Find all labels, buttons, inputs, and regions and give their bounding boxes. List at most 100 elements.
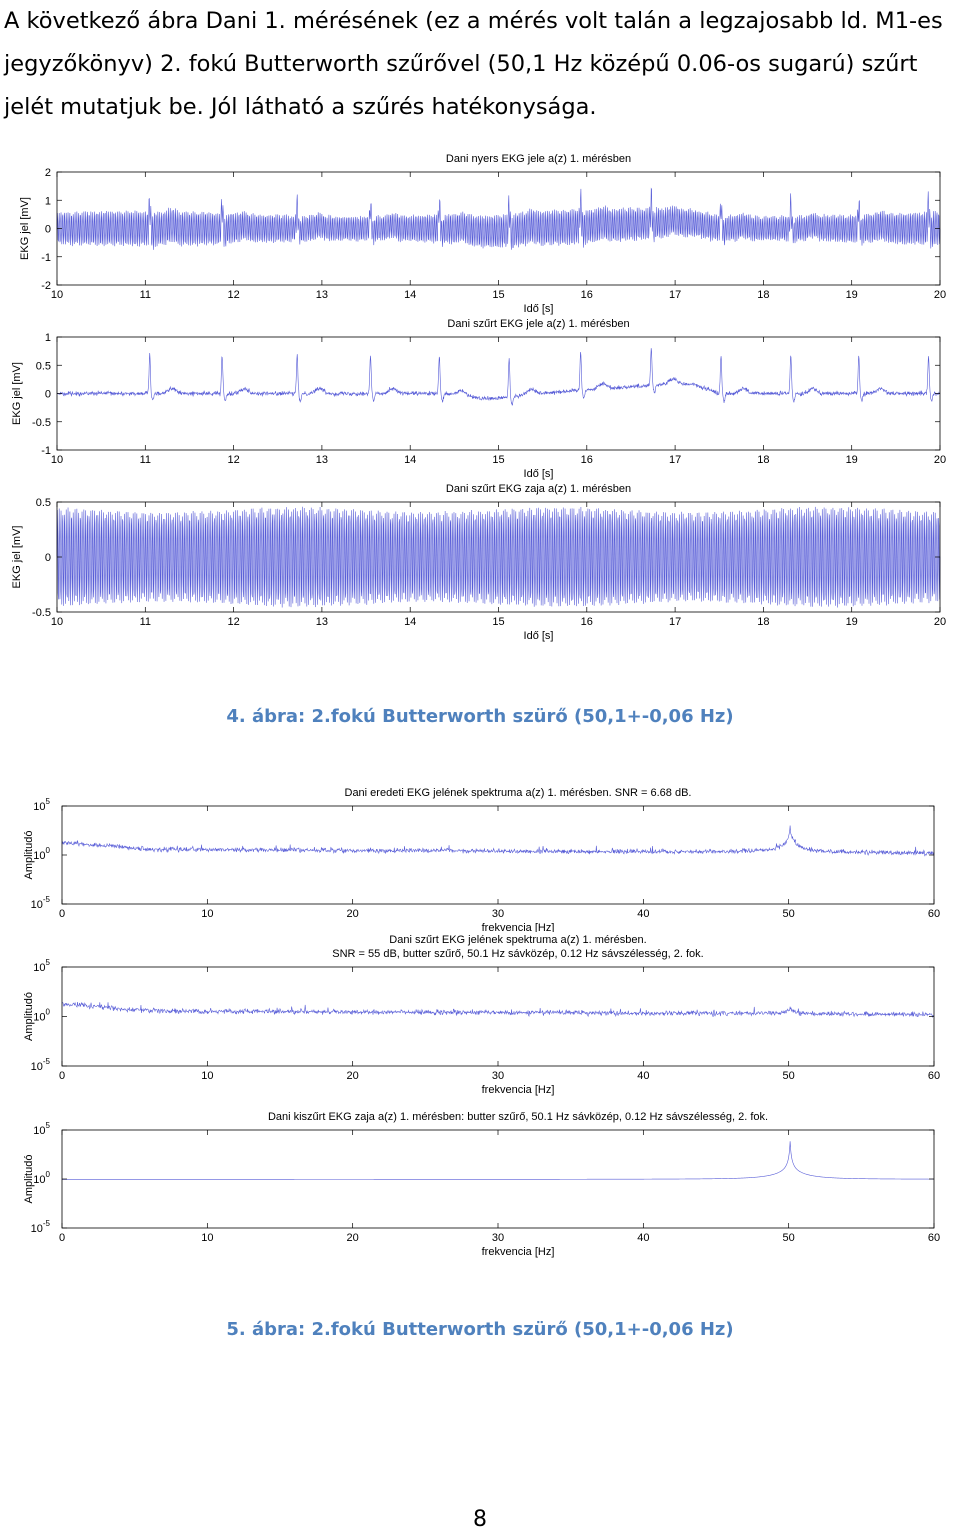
- x-tick-label: 10: [51, 454, 63, 466]
- x-tick-label: 50: [783, 1232, 795, 1244]
- y-tick-label: 0: [45, 389, 51, 401]
- x-tick-label: 10: [51, 289, 63, 301]
- x-tick-label: 11: [140, 616, 151, 628]
- x-tick-label: 60: [928, 1232, 940, 1244]
- noise-spectrum-chart: 0 10 20 30 40 50 60 105 100 10-5 Dani kiszűrt EKG …: [23, 1111, 940, 1258]
- chart-title: Dani szűrt EKG jelének spektruma a(z) 1.…: [389, 934, 646, 946]
- y-axis-label: Amplitudó: [23, 1155, 35, 1204]
- x-tick-label: 50: [783, 908, 795, 920]
- y-tick-label: 100: [33, 846, 50, 862]
- x-tick-label: 20: [934, 616, 946, 628]
- x-tick-label: 60: [928, 1070, 940, 1082]
- x-tick-label: 13: [316, 289, 328, 301]
- x-tick-label: 18: [757, 616, 769, 628]
- x-tick-label: 14: [404, 289, 416, 301]
- x-axis-label: frekvencia [Hz]: [482, 922, 555, 932]
- x-tick-label: 10: [201, 1232, 213, 1244]
- x-tick-label: 19: [846, 289, 858, 301]
- chart-title: Dani kiszűrt EKG zaja a(z) 1. mérésben: …: [268, 1111, 768, 1123]
- x-axis-label: frekvencia [Hz]: [482, 1084, 555, 1096]
- x-tick-label: 17: [669, 289, 681, 301]
- page-number: 8: [473, 1507, 487, 1532]
- x-tick-label: 11: [140, 289, 151, 301]
- y-tick-label: 0.5: [36, 360, 51, 372]
- y-axis-label: Amplitudó: [23, 831, 35, 880]
- x-tick-label: 12: [227, 289, 239, 301]
- plot-frame: [61, 805, 935, 905]
- x-tick-label: 20: [934, 289, 946, 301]
- y-tick-label: 0: [45, 224, 51, 236]
- x-tick-label: 20: [347, 1232, 359, 1244]
- x-tick-label: 40: [637, 1232, 649, 1244]
- x-tick-label: 40: [637, 908, 649, 920]
- x-axis-label: Idő [s]: [524, 468, 554, 480]
- x-tick-label: 10: [201, 1070, 213, 1082]
- x-tick-label: 30: [492, 1070, 504, 1082]
- y-axis-label: Amplitudó: [23, 992, 35, 1041]
- y-axis-label: EKG jel [mV]: [11, 362, 23, 425]
- y-tick-label: -1: [41, 445, 51, 457]
- y-tick-label: -0.5: [32, 417, 51, 429]
- series-line: [56, 187, 941, 250]
- y-tick-label: -2: [41, 280, 51, 292]
- x-tick-label: 13: [316, 616, 328, 628]
- series-line: [61, 1001, 935, 1018]
- x-tick-label: 14: [404, 616, 416, 628]
- x-tick-label: 19: [846, 616, 858, 628]
- series-line: [62, 1141, 934, 1180]
- y-tick-label: 105: [33, 958, 50, 974]
- x-tick-label: 18: [757, 454, 769, 466]
- x-tick-label: 11: [140, 454, 151, 466]
- x-tick-label: 10: [51, 616, 63, 628]
- x-tick-label: 60: [928, 908, 940, 920]
- y-tick-label: -1: [41, 252, 51, 264]
- series-line: [56, 506, 941, 608]
- x-tick-label: 14: [404, 454, 416, 466]
- figure-5-caption: 5. ábra: 2.fokú Butterworth szürő (50,1+…: [226, 1319, 734, 1340]
- y-tick-label: 100: [33, 1008, 50, 1024]
- y-tick-label: 105: [33, 797, 50, 813]
- series-line: [61, 825, 935, 857]
- x-tick-label: 17: [669, 616, 681, 628]
- x-tick-label: 12: [227, 616, 239, 628]
- filtered-noise-chart: 10 11 12 13 14 15 16 17 18 19 20 0.5 0 -0.5 Dani szűrt…: [11, 483, 946, 642]
- chart-title: Dani nyers EKG jele a(z) 1. mérésben: [446, 153, 631, 165]
- y-axis-label: EKG jel [mV]: [19, 197, 31, 260]
- y-tick-label: -0.5: [32, 607, 51, 619]
- x-tick-label: 30: [492, 1232, 504, 1244]
- filtered-ecg-chart: 10 11 12 13 14 15 16 17 18 19 20 1 0.5 0 -0.5 -1 Dani sz…: [11, 318, 946, 480]
- y-tick-label: 10-5: [31, 895, 51, 911]
- x-tick-label: 17: [669, 454, 681, 466]
- raw-spectrum-chart: 0 10 20 30 40 50 60 105 100 10-5 Dani eredeti EKG …: [23, 787, 940, 932]
- x-tick-label: 18: [757, 289, 769, 301]
- x-tick-label: 16: [581, 289, 593, 301]
- series-line: [56, 348, 941, 406]
- plot-frame: [61, 1129, 935, 1229]
- chart-title: Dani eredeti EKG jelének spektruma a(z) …: [345, 787, 692, 799]
- filtered-spectrum-chart: 0 10 20 30 40 50 60 105 100 10-5 Dani szűrt EKG je…: [23, 934, 940, 1096]
- x-tick-label: 30: [492, 908, 504, 920]
- x-axis-label: Idő [s]: [524, 630, 554, 642]
- y-tick-label: 105: [33, 1121, 50, 1137]
- x-tick-label: 10: [201, 908, 213, 920]
- plot-frame: [61, 966, 935, 1067]
- x-tick-label: 15: [492, 454, 504, 466]
- intro-paragraph: A következő ábra Dani 1. mérésének (ez a…: [4, 8, 943, 120]
- x-tick-label: 50: [783, 1070, 795, 1082]
- x-tick-label: 20: [934, 454, 946, 466]
- x-tick-label: 20: [347, 908, 359, 920]
- x-tick-label: 0: [59, 1070, 65, 1082]
- y-tick-label: 100: [33, 1170, 50, 1186]
- x-tick-label: 0: [59, 908, 65, 920]
- y-tick-label: 10-5: [31, 1057, 51, 1073]
- y-tick-label: 10-5: [31, 1219, 51, 1235]
- figure-4-caption: 4. ábra: 2.fokú Butterworth szürő (50,1+…: [226, 706, 734, 727]
- x-tick-label: 13: [316, 454, 328, 466]
- x-tick-label: 15: [492, 289, 504, 301]
- chart-title: Dani szűrt EKG jele a(z) 1. mérésben: [447, 318, 629, 330]
- x-tick-label: 12: [227, 454, 239, 466]
- x-tick-label: 20: [347, 1070, 359, 1082]
- x-tick-label: 0: [59, 1232, 65, 1244]
- y-axis-label: EKG jel [mV]: [11, 526, 23, 589]
